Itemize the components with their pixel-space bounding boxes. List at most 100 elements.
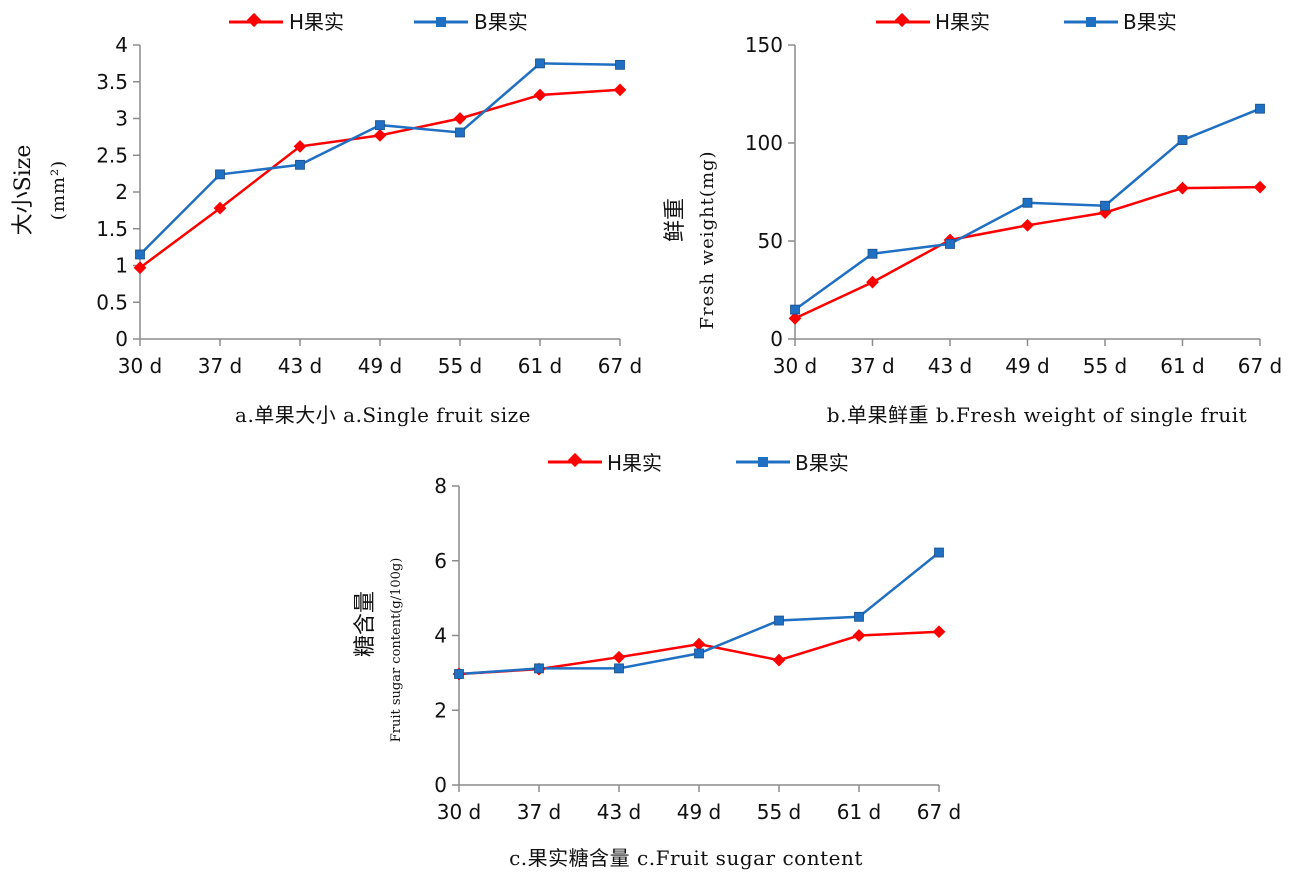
data-point-h <box>533 88 547 102</box>
panel-b: H果实 B果实 鲜重 Fresh weight(mg) 0 50 100 150 30 … <box>663 10 1282 427</box>
data-point-b <box>934 547 944 558</box>
data-point-h <box>133 261 147 275</box>
data-point-b <box>135 249 145 260</box>
panel-c: H果实 B果实 糖含量 Fruit sugar content(g/100g) … <box>353 451 961 870</box>
y-axis-label: 大小Size <box>11 145 36 236</box>
data-point-b <box>215 169 225 180</box>
x-tick-label: 67 d <box>598 354 643 378</box>
data-point-b <box>454 669 464 679</box>
x-tick-label: 37 d <box>517 800 562 824</box>
caption: c.果实糖含量 c.Fruit sugar content <box>509 846 863 870</box>
x-tick-label: 61 d <box>1160 354 1205 378</box>
y-tick-label: 2 <box>434 698 447 722</box>
legend-b-marker <box>436 17 446 27</box>
data-point-b <box>1177 135 1188 145</box>
y-axis-label: 鲜重 <box>663 198 688 242</box>
legend-b-label: B果实 <box>795 451 849 475</box>
legend: H果实 B果实 <box>229 10 528 34</box>
x-tick-label: 37 d <box>198 354 243 378</box>
x-tick-label: 43 d <box>928 354 973 378</box>
data-point-h <box>1253 180 1267 194</box>
data-point-b <box>535 58 545 69</box>
legend-h-marker <box>246 12 262 28</box>
data-point-h <box>866 275 879 289</box>
data-point-b <box>614 663 624 674</box>
y-tick-label: 1.5 <box>96 217 128 241</box>
y-axis-title: 大小Size (mm²) <box>11 145 69 236</box>
y-tick-label: 0 <box>115 327 128 351</box>
legend: H果实 B果实 <box>548 451 849 475</box>
legend-b-marker <box>758 457 768 467</box>
data-point-b <box>534 663 544 674</box>
y-axis-title: 糖含量 Fruit sugar content(g/100g) <box>353 558 404 743</box>
legend-b-marker <box>1086 17 1096 27</box>
y-tick-label: 100 <box>745 131 783 155</box>
legend-b-label: B果实 <box>474 10 528 34</box>
x-tick-label: 43 d <box>278 354 323 378</box>
series-line-h <box>139 88 621 269</box>
y-axis-unit: (mm²) <box>48 160 69 220</box>
x-tick-label: 67 d <box>1238 354 1283 378</box>
y-tick-label: 2.5 <box>96 143 128 167</box>
x-tick-label: 49 d <box>1005 354 1050 378</box>
y-tick-label: 0 <box>770 327 783 351</box>
data-point-b <box>375 120 385 131</box>
y-tick-label: 150 <box>745 33 783 57</box>
y-tick-label: 4 <box>434 624 447 648</box>
data-point-h <box>613 83 627 97</box>
plot-area: 0 2 4 6 8 30 d 37 d 43 d 49 d 55 d 61 d 67 d <box>434 474 961 824</box>
data-point-h <box>932 625 946 639</box>
caption: b.单果鲜重 b.Fresh weight of single fruit <box>827 403 1247 427</box>
data-point-h <box>373 129 387 142</box>
legend-b-label: B果实 <box>1123 10 1177 34</box>
panel-a: H果实 B果实 大小Size (mm²) 0 0.5 1 1.5 2 2.5 3 3.5 4 30… <box>11 10 642 427</box>
y-axis-label-en: Fresh weight(mg) <box>697 150 718 329</box>
legend-h-label: H果实 <box>607 451 662 475</box>
data-point-b <box>1100 200 1110 211</box>
y-tick-label: 3 <box>115 107 128 131</box>
plot-area: 0 50 100 150 30 d 37 d 43 d 49 d 55 d 61 d 67 d <box>745 33 1282 378</box>
data-point-h <box>1176 181 1189 195</box>
y-tick-label: 6 <box>434 549 447 573</box>
x-tick-label: 43 d <box>597 800 642 824</box>
x-tick-label: 61 d <box>837 800 882 824</box>
x-tick-label: 55 d <box>438 354 483 378</box>
legend-h-label: H果实 <box>935 10 990 34</box>
legend-h-marker <box>894 12 910 28</box>
plot-area: 0 0.5 1 1.5 2 2.5 3 3.5 4 30 d 37 d 43 d 49 d 55 d 61 … <box>96 33 642 378</box>
data-point-b <box>790 304 800 315</box>
x-tick-label: 49 d <box>358 354 403 378</box>
data-point-h <box>293 140 307 153</box>
y-tick-label: 50 <box>758 229 783 253</box>
x-tick-label: 61 d <box>518 354 563 378</box>
legend: H果实 B果实 <box>876 10 1177 34</box>
data-point-h <box>772 653 786 667</box>
y-tick-label: 4 <box>115 33 128 57</box>
x-tick-label: 55 d <box>757 800 802 824</box>
y-tick-label: 2 <box>115 180 128 204</box>
y-tick-label: 0.5 <box>96 290 128 314</box>
x-tick-label: 37 d <box>850 354 895 378</box>
y-axis-label-en: Fruit sugar content(g/100g) <box>389 558 404 743</box>
data-point-b <box>615 59 625 70</box>
y-tick-label: 8 <box>434 474 447 498</box>
data-point-h <box>852 629 866 642</box>
x-tick-label: 49 d <box>677 800 722 824</box>
y-tick-label: 3.5 <box>96 70 128 94</box>
data-point-b <box>1255 103 1265 114</box>
y-tick-label: 1 <box>115 254 128 278</box>
legend-h-label: H果实 <box>289 10 344 34</box>
data-point-h <box>453 112 467 125</box>
data-point-b <box>945 239 955 249</box>
y-tick-label: 0 <box>434 773 447 797</box>
data-point-h <box>213 201 227 215</box>
data-point-b <box>694 648 704 659</box>
data-point-b <box>854 611 864 622</box>
data-point-b <box>867 248 878 259</box>
caption: a.单果大小 a.Single fruit size <box>235 403 531 427</box>
x-tick-label: 30 d <box>437 800 482 824</box>
x-tick-label: 55 d <box>1083 354 1128 378</box>
data-point-h <box>612 650 626 664</box>
